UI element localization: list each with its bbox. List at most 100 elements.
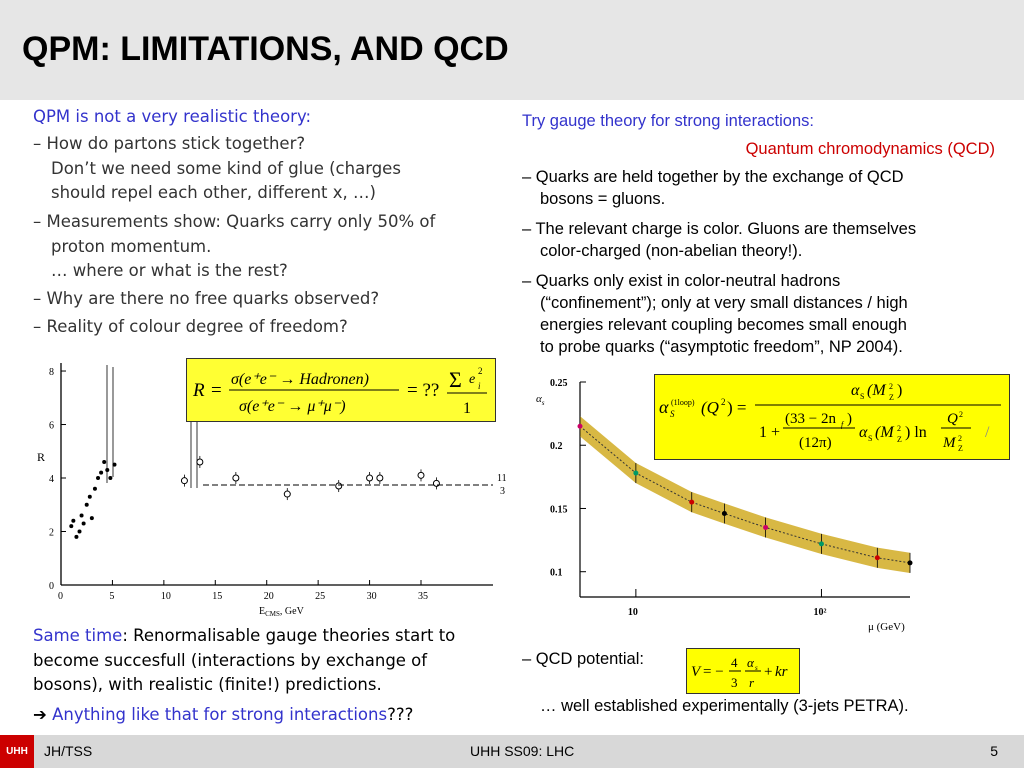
arrow-icon: ➔ — [33, 705, 47, 724]
data-point — [232, 474, 240, 482]
data-point — [84, 502, 89, 507]
data-point — [417, 471, 425, 479]
data-point — [69, 524, 74, 529]
right-bullet-3: – Quarks only exist in color-neutral had… — [522, 270, 908, 358]
left-b2-line3: … where or what is the rest? — [51, 261, 288, 280]
left-b2-line2: proton momentum. — [51, 236, 212, 256]
svg-text:): ) — [847, 411, 852, 427]
data-point — [92, 486, 97, 491]
data-point — [89, 516, 94, 521]
data-point — [874, 555, 880, 561]
data-point — [283, 490, 291, 498]
annotation-3: 3 — [500, 486, 505, 497]
arrow-question: ??? — [387, 705, 414, 724]
svg-text:2: 2 — [478, 366, 483, 376]
alpha-axis-label: αs — [536, 393, 545, 407]
svg-text:Z: Z — [897, 435, 902, 444]
data-point — [335, 482, 343, 490]
svg-text:2: 2 — [897, 424, 901, 433]
svg-text:(33 − 2n: (33 − 2n — [785, 411, 836, 427]
svg-text:Z: Z — [889, 393, 894, 402]
data-point — [577, 423, 583, 429]
svg-text:) =: ) = — [727, 398, 747, 417]
same-time-label: Same time — [33, 626, 123, 645]
x-tick-label: 10 — [161, 591, 171, 602]
svg-text:α: α — [851, 382, 860, 399]
data-point — [96, 476, 101, 481]
data-point — [633, 470, 639, 476]
left-bullet-2: – Measurements show: Quarks carry only 5… — [33, 210, 435, 284]
svg-text:e: e — [469, 372, 475, 387]
svg-text:2: 2 — [959, 410, 963, 419]
data-point — [74, 534, 79, 539]
svg-text:S: S — [868, 434, 872, 443]
svg-text:= ??: = ?? — [407, 380, 439, 401]
arrow-text: Anything like that for strong interactio… — [46, 705, 388, 724]
svg-text:1: 1 — [463, 400, 471, 417]
svg-text:(M: (M — [867, 382, 887, 399]
y-tick-label: 8 — [49, 367, 54, 378]
svg-text:1 +: 1 + — [759, 424, 780, 441]
right-b3-line1: – Quarks only exist in color-neutral had… — [522, 272, 841, 290]
svg-text:α: α — [859, 424, 868, 441]
footer-center: UHH SS09: LHC — [470, 743, 575, 759]
footer-left: JH/TSS — [44, 743, 93, 759]
svg-text:=: = — [211, 380, 222, 401]
svg-text:Q: Q — [947, 411, 958, 427]
x-tick-label: 20 — [264, 591, 274, 602]
right-intro: Try gauge theory for strong interactions… — [522, 112, 814, 130]
y-tick-label: 0.2 — [550, 441, 563, 452]
right-b3-line3: energies relevant coupling becomes small… — [540, 316, 907, 334]
data-point — [77, 529, 82, 534]
y-tick-label: 0 — [49, 581, 54, 592]
right-bullet-2: – The relevant charge is color. Gluons a… — [522, 218, 916, 262]
x-tick-label: 15 — [212, 591, 222, 602]
data-point — [907, 560, 913, 566]
mu-axis-label: μ (GeV) — [868, 621, 905, 633]
data-point — [102, 459, 107, 464]
data-point — [721, 511, 727, 517]
well-established-text: … well established experimentally (3-jet… — [540, 697, 909, 715]
svg-text:r: r — [749, 675, 755, 690]
svg-text:f: f — [841, 420, 845, 429]
x-tick-label: 30 — [367, 591, 377, 602]
svg-text:σ(e⁺e⁻ → μ⁺μ⁻): σ(e⁺e⁻ → μ⁺μ⁻) — [239, 398, 346, 415]
svg-text:): ) — [897, 382, 902, 399]
x-tick-label: 10² — [813, 607, 826, 618]
svg-text:s: s — [755, 664, 758, 672]
right-b2-line1: – The relevant charge is color. Gluons a… — [522, 220, 917, 238]
data-point — [79, 513, 84, 518]
svg-text:R: R — [192, 380, 205, 401]
y-tick-label: 0.15 — [550, 504, 568, 515]
page-title: QPM: LIMITATIONS, AND QCD — [22, 30, 509, 68]
svg-text:+: + — [764, 664, 772, 680]
svg-text:kr: kr — [775, 664, 788, 680]
svg-text:2: 2 — [958, 434, 962, 443]
y-tick-label: 4 — [49, 474, 54, 485]
svg-text:2: 2 — [889, 382, 893, 391]
right-b2-line2: color-charged (non-abelian theory!). — [540, 242, 803, 260]
x-tick-label: 5 — [109, 591, 114, 602]
svg-text:3: 3 — [731, 675, 738, 690]
y-tick-label: 6 — [49, 421, 54, 432]
data-point — [763, 524, 769, 530]
svg-text:i: i — [478, 381, 481, 391]
title-bar: QPM: LIMITATIONS, AND QCD — [0, 0, 1024, 100]
svg-text:= −: = − — [703, 664, 724, 680]
data-point — [108, 476, 113, 481]
data-point — [818, 541, 824, 547]
x-tick-label: 35 — [418, 591, 428, 602]
left-column: QPM is not a very realistic theory: – Ho… — [13, 103, 515, 728]
data-point — [376, 474, 384, 482]
svg-text:(Q: (Q — [701, 398, 719, 417]
r-axis-label: R — [37, 450, 45, 464]
svg-text:(1loop): (1loop) — [671, 398, 695, 407]
y-tick-label: 0.25 — [550, 378, 568, 389]
same-time-line2: become succesfull (interactions by excha… — [33, 650, 428, 670]
y-tick-label: 2 — [49, 528, 54, 539]
svg-text:V: V — [691, 664, 702, 680]
arrow-line: ➔ Anything like that for strong interact… — [33, 703, 413, 728]
svg-text:4: 4 — [731, 655, 738, 670]
